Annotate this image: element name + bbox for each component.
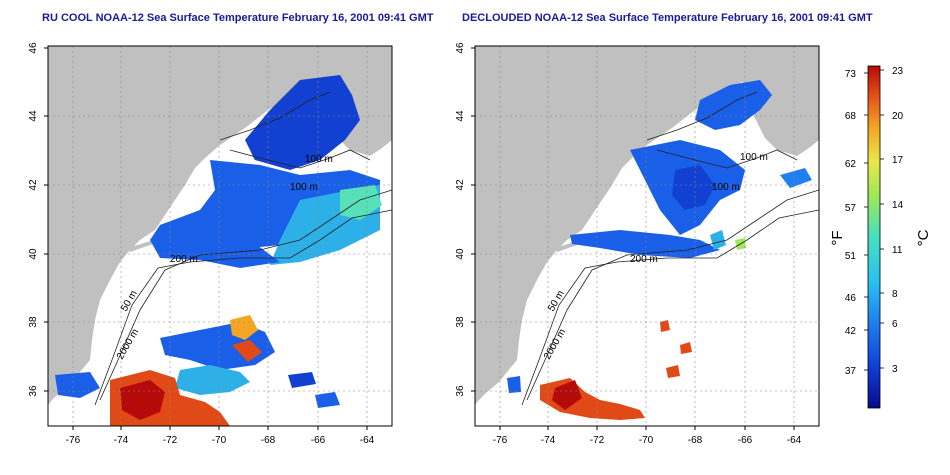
x-tick-label: -72 xyxy=(163,435,178,446)
y-tick-label: 46 xyxy=(28,42,39,54)
map-frame xyxy=(474,45,820,427)
contour-label: 100 m xyxy=(712,182,740,193)
contour-label: 100 m xyxy=(305,154,333,165)
contour-label: 100 m xyxy=(290,182,318,193)
x-tick-label: -68 xyxy=(261,435,276,446)
colorbar-c-label: 17 xyxy=(892,155,904,166)
colorbar-c-label: 11 xyxy=(892,245,903,256)
bathymetry-contours-right xyxy=(521,91,819,406)
contour-label: 100 m xyxy=(740,152,768,163)
x-tick-label: -66 xyxy=(738,435,753,446)
colorbar-c-label: 23 xyxy=(892,66,904,77)
left-map-panel: 200 m 100 m 100 m 50 m 2000 m -76 -74 -7… xyxy=(28,42,393,446)
colorbar-f-label: 42 xyxy=(845,326,857,337)
x-tick-label: -74 xyxy=(541,435,556,446)
colorbar-f-label: 51 xyxy=(845,251,857,262)
colorbar-f-label: 57 xyxy=(845,203,857,214)
y-tick-label: 40 xyxy=(28,248,39,260)
x-tick-label: -64 xyxy=(360,435,375,446)
colorbar-f-label: 68 xyxy=(845,111,857,122)
colorbar-f-label: 37 xyxy=(845,366,857,377)
y-tick-label: 42 xyxy=(28,179,39,191)
y-tick-label: 38 xyxy=(28,316,39,328)
y-tick-label: 40 xyxy=(455,248,466,260)
x-tick-label: -74 xyxy=(114,435,129,446)
colorbar-c-label: 3 xyxy=(892,364,898,375)
colorbar-c-unit: °C xyxy=(915,229,932,246)
colorbar-gradient xyxy=(867,65,881,409)
x-tick-label: -70 xyxy=(212,435,227,446)
colorbar-c-label: 20 xyxy=(892,111,904,122)
grid-left xyxy=(48,46,392,426)
left-panel-title: RU COOL NOAA-12 Sea Surface Temperature … xyxy=(42,12,434,24)
x-tick-label: -72 xyxy=(590,435,605,446)
grid-right xyxy=(475,46,819,426)
colorbar-f-label: 73 xyxy=(845,69,857,80)
colorbar-ticks xyxy=(864,69,884,371)
y-tick-label: 44 xyxy=(28,110,39,122)
x-tick-label: -68 xyxy=(688,435,703,446)
colorbar-f-unit: °F xyxy=(829,230,846,245)
colorbar-c-label: 14 xyxy=(892,200,904,211)
coastline-land xyxy=(475,46,819,405)
x-tick-label: -66 xyxy=(311,435,326,446)
contour-label: 200 m xyxy=(170,254,198,265)
colorbar-f-label: 46 xyxy=(845,293,857,304)
colorbar-f-label: 62 xyxy=(845,159,857,170)
colorbar-c-label: 6 xyxy=(892,319,898,330)
y-tick-label: 36 xyxy=(455,385,466,397)
x-tick-label: -70 xyxy=(639,435,654,446)
right-map-panel: 200 m 100 m 100 m 50 m 2000 m -76 -74 -7… xyxy=(455,42,820,446)
contour-label: 200 m xyxy=(630,254,658,265)
x-tick-marks-left xyxy=(72,426,368,430)
y-tick-label: 46 xyxy=(455,42,466,54)
right-panel-title: DECLOUDED NOAA-12 Sea Surface Temperatur… xyxy=(462,12,873,24)
x-tick-label: -76 xyxy=(493,435,508,446)
y-tick-label: 38 xyxy=(455,316,466,328)
y-tick-label: 36 xyxy=(28,385,39,397)
y-tick-label: 42 xyxy=(455,179,466,191)
bathymetry-contours-left xyxy=(94,91,392,406)
y-tick-marks-left xyxy=(44,47,48,392)
y-tick-marks-right xyxy=(471,47,475,392)
colorbar: 73 68 62 57 51 46 42 37 23 20 17 14 11 8… xyxy=(829,65,932,409)
colorbar-c-label: 8 xyxy=(892,289,898,300)
x-tick-label: -76 xyxy=(66,435,81,446)
map-frame xyxy=(47,45,393,427)
coastline-land xyxy=(48,46,392,405)
y-tick-label: 44 xyxy=(455,110,466,122)
x-tick-label: -64 xyxy=(787,435,802,446)
x-tick-marks-right xyxy=(499,426,795,430)
